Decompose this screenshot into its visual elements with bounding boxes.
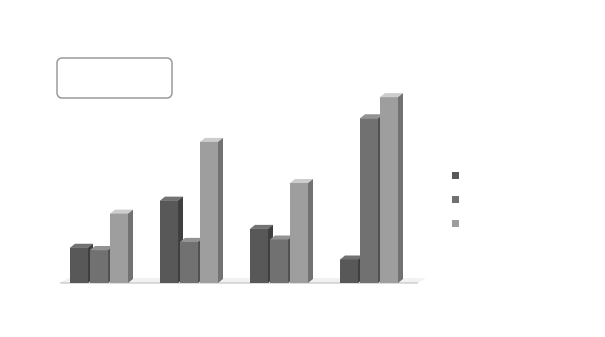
- bar: [160, 196, 183, 283]
- bar: [380, 93, 403, 283]
- legend-swatch: [452, 196, 459, 203]
- bar: [200, 137, 223, 283]
- legend-swatch: [452, 172, 459, 179]
- bar: [110, 209, 133, 283]
- legend: [452, 172, 459, 227]
- legend-item: [452, 220, 459, 227]
- bar: [180, 237, 203, 283]
- bars-layer: [70, 93, 403, 283]
- bar: [90, 246, 113, 283]
- bar: [270, 235, 293, 283]
- bar: [290, 179, 313, 283]
- legend-swatch: [452, 220, 459, 227]
- bar: [360, 114, 383, 283]
- bar: [70, 243, 93, 283]
- bar: [250, 224, 273, 283]
- legend-item: [452, 196, 459, 203]
- legend-item: [452, 172, 459, 179]
- chart-inset-box: [56, 57, 173, 99]
- bar: [340, 255, 363, 283]
